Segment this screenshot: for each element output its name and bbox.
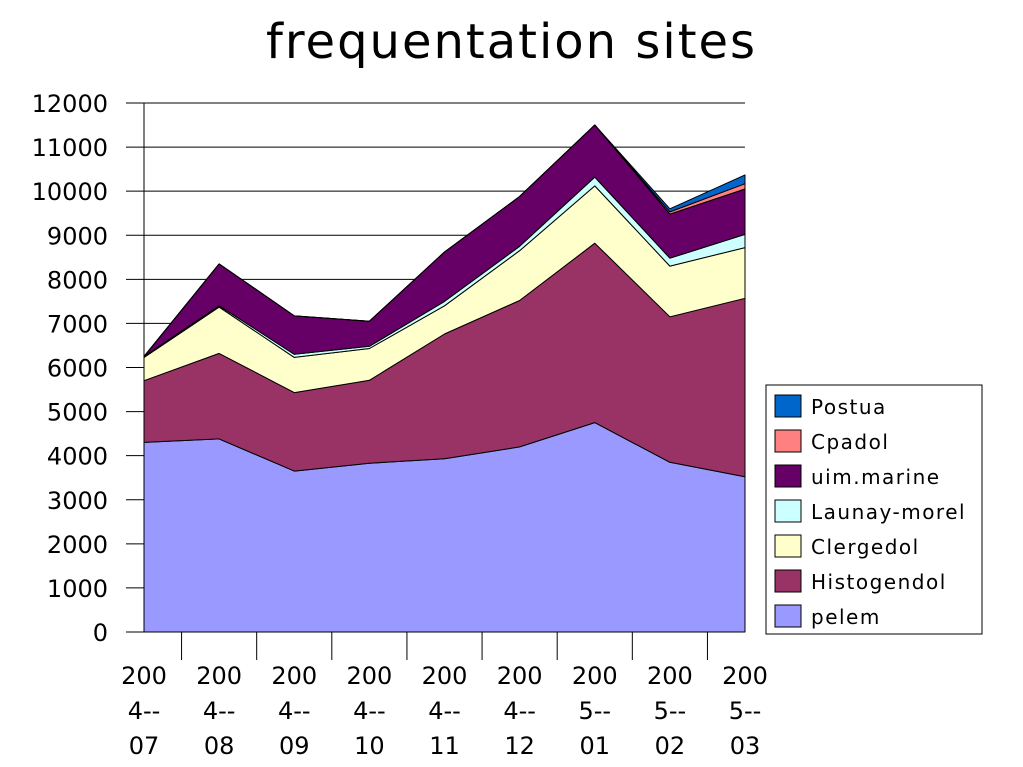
legend-swatch [774, 429, 802, 453]
y-tick-label: 10000 [32, 178, 108, 206]
y-tick-label: 0 [93, 619, 108, 647]
area-postua [143, 124, 746, 357]
legend-label: Cpadol [811, 430, 889, 454]
x-tick-label: 200 4--12 [497, 662, 543, 760]
y-tick-label: 6000 [47, 355, 108, 383]
y-tick-label: 2000 [47, 531, 108, 559]
axes [126, 103, 745, 660]
x-tick-label: 200 5--03 [722, 662, 768, 760]
y-tick-label: 8000 [47, 266, 108, 294]
y-tick-label: 11000 [32, 134, 108, 162]
y-tick-label: 9000 [47, 222, 108, 250]
y-tick-label: 5000 [47, 399, 108, 427]
legend-label: Launay-morel [811, 500, 966, 524]
series-areas [143, 124, 746, 633]
y-tick-labels: 0 1000 2000 3000 4000 5000 6000 7000 8000 9000 100… [32, 90, 108, 647]
x-tick-label: 200 4--07 [121, 662, 167, 760]
legend-label: pelem [811, 605, 881, 629]
legend-swatch [774, 604, 802, 628]
y-tick-label: 7000 [47, 310, 108, 338]
x-tick-label: 200 5--01 [572, 662, 618, 760]
y-tick-label: 1000 [47, 575, 108, 603]
y-tick-label: 12000 [32, 90, 108, 118]
legend: Postua Cpadol uim.marine Launay-morel Clerge… [765, 384, 983, 635]
legend-label: uim.marine [811, 465, 941, 489]
y-tick-label: 4000 [47, 443, 108, 471]
x-tick-label: 200 4--10 [346, 662, 392, 760]
legend-swatch [774, 394, 802, 418]
legend-swatch [774, 534, 802, 558]
y-tick-label: 3000 [47, 487, 108, 515]
legend-swatch [774, 464, 802, 488]
legend-label: Histogendol [811, 570, 947, 594]
chart-title: frequentation sites [265, 14, 758, 70]
x-tick-label: 200 5--02 [647, 662, 693, 760]
x-tick-label: 200 4--08 [196, 662, 242, 760]
legend-label: Clergedol [811, 535, 920, 559]
legend-box [765, 384, 983, 635]
legend-label: Postua [811, 395, 887, 419]
legend-swatch [774, 569, 802, 593]
x-tick-labels: 200 4--07 200 4--08 200 4--09 200 4--10 200 4--11… [121, 662, 768, 760]
x-tick-label: 200 4--11 [422, 662, 468, 760]
legend-swatch [774, 499, 802, 523]
x-tick-label: 200 4--09 [271, 662, 317, 760]
